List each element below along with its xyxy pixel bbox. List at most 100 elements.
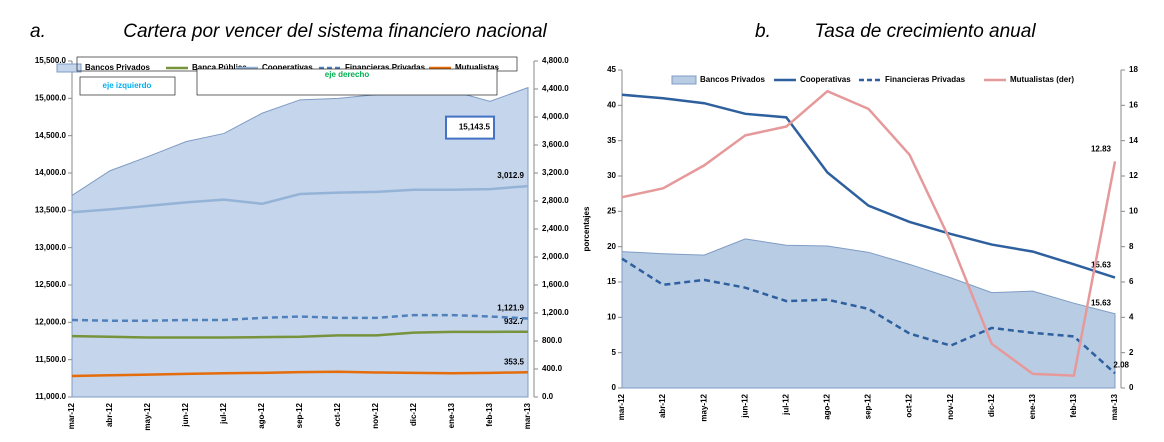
x-tick-label: abr-12 xyxy=(105,402,114,427)
y2-tick-label: 2 xyxy=(1129,348,1134,357)
y2-tick-label: 2,000.0 xyxy=(542,252,569,261)
legend-swatch xyxy=(56,63,82,73)
annotation: eje derecho xyxy=(325,70,370,79)
y-tick-label: 15,000.0 xyxy=(35,93,67,102)
y-tick-label: 15 xyxy=(607,277,616,286)
annotation: 15.63 xyxy=(1091,298,1112,307)
y2-tick-label: 12 xyxy=(1129,171,1138,180)
y-axis-label: porcentajes xyxy=(582,206,591,251)
x-tick-label: abr-12 xyxy=(658,393,667,418)
y-tick-label: 12,500.0 xyxy=(35,280,67,289)
legend-swatch xyxy=(671,75,697,85)
data-label: 932.7 xyxy=(504,317,525,326)
line xyxy=(621,257,1116,375)
line xyxy=(71,330,529,339)
line xyxy=(71,184,529,214)
x-tick-label: feb-13 xyxy=(1069,393,1078,417)
y2-tick-label: 14 xyxy=(1129,136,1138,145)
data-label: 15,143.5 xyxy=(459,123,491,132)
y-tick-label: 20 xyxy=(607,242,616,251)
legend-label: Banca Pública xyxy=(192,63,247,72)
x-tick-label: oct-12 xyxy=(333,402,342,426)
data-label: 2.08 xyxy=(1113,360,1129,369)
x-tick-label: dic-12 xyxy=(409,402,418,426)
y-tick-label: 40 xyxy=(607,100,616,109)
legend-label: Financieras Privadas xyxy=(885,75,966,84)
legend-label: Bancos Privados xyxy=(700,75,765,84)
chart-title: Tasa de crecimiento anual xyxy=(814,21,1036,42)
x-tick-label: ago-12 xyxy=(823,393,832,419)
x-tick-label: ago-12 xyxy=(257,402,266,428)
line xyxy=(71,313,529,322)
x-tick-label: oct-12 xyxy=(905,393,914,417)
x-tick-label: may-12 xyxy=(143,402,152,430)
x-tick-label: sep-12 xyxy=(295,402,304,428)
legend-label: Mutualistas xyxy=(455,63,500,72)
data-label: 1,121.9 xyxy=(497,304,524,313)
line xyxy=(71,370,529,378)
y-tick-label: 15,500.0 xyxy=(35,56,67,65)
y2-tick-label: 400.0 xyxy=(542,364,563,373)
area xyxy=(621,238,1116,389)
y-tick-label: 13,500.0 xyxy=(35,205,67,214)
x-tick-label: jul-12 xyxy=(219,402,228,424)
y2-tick-label: 2,800.0 xyxy=(542,196,569,205)
line xyxy=(621,89,1117,377)
x-tick-label: ene-13 xyxy=(1028,393,1037,419)
y-tick-label: 30 xyxy=(607,171,616,180)
data-label: 15.63 xyxy=(1091,261,1112,270)
y-tick-label: 13,000.0 xyxy=(35,243,67,252)
x-tick-label: ene-13 xyxy=(447,402,456,428)
y2-tick-label: 16 xyxy=(1129,100,1138,109)
chart-title: Cartera por vencer del sistema financier… xyxy=(123,21,547,42)
y2-tick-label: 1,600.0 xyxy=(542,280,569,289)
y2-tick-label: 0.0 xyxy=(542,392,554,401)
data-label: 12.83 xyxy=(1091,144,1112,153)
y-tick-label: 14,000.0 xyxy=(35,168,67,177)
chart-label: a. xyxy=(30,21,46,42)
y2-tick-label: 3,600.0 xyxy=(542,140,569,149)
y2-tick-label: 10 xyxy=(1129,206,1138,215)
x-tick-label: sep-12 xyxy=(864,393,873,419)
y-tick-label: 25 xyxy=(607,206,616,215)
x-tick-label: may-12 xyxy=(699,393,708,421)
legend-label: Mutualistas (der) xyxy=(1010,75,1074,84)
y-tick-label: 35 xyxy=(607,136,616,145)
chart-label: b. xyxy=(755,21,771,42)
y2-tick-label: 1,200.0 xyxy=(542,308,569,317)
x-tick-label: feb-13 xyxy=(485,402,494,426)
y2-tick-label: 6 xyxy=(1129,277,1134,286)
x-tick-label: mar-12 xyxy=(67,402,76,429)
annotation-box xyxy=(79,76,176,96)
x-tick-label: mar-12 xyxy=(617,393,626,420)
x-tick-label: mar-13 xyxy=(523,402,532,429)
annotation-box xyxy=(196,68,498,96)
legend-label: Cooperativas xyxy=(262,63,313,72)
x-tick-label: nov-12 xyxy=(371,402,380,428)
y2-tick-label: 0 xyxy=(1129,383,1134,392)
y2-tick-label: 4 xyxy=(1129,312,1134,321)
y2-tick-label: 18 xyxy=(1129,65,1138,74)
y-tick-label: 0 xyxy=(612,383,617,392)
y-tick-label: 5 xyxy=(612,348,617,357)
y-tick-label: 12,000.0 xyxy=(35,317,67,326)
y2-tick-label: 8 xyxy=(1129,242,1134,251)
x-tick-label: jul-12 xyxy=(781,393,790,415)
x-tick-label: jun-12 xyxy=(740,393,749,418)
x-tick-label: dic-12 xyxy=(987,393,996,417)
y2-tick-label: 4,000.0 xyxy=(542,112,569,121)
y2-tick-label: 4,400.0 xyxy=(542,84,569,93)
legend-label: Financieras Privadas xyxy=(345,63,426,72)
legend-label: Cooperativas xyxy=(800,75,851,84)
y-tick-label: 14,500.0 xyxy=(35,131,67,140)
y2-tick-label: 800.0 xyxy=(542,336,563,345)
legend-label: Bancos Privados xyxy=(85,63,150,72)
x-tick-label: jun-12 xyxy=(181,402,190,427)
x-tick-label: mar-13 xyxy=(1110,393,1119,420)
y2-tick-label: 3,200.0 xyxy=(542,168,569,177)
annotation: eje izquierdo xyxy=(103,81,152,90)
line xyxy=(621,93,1116,279)
x-tick-label: nov-12 xyxy=(946,393,955,419)
y2-tick-label: 2,400.0 xyxy=(542,224,569,233)
